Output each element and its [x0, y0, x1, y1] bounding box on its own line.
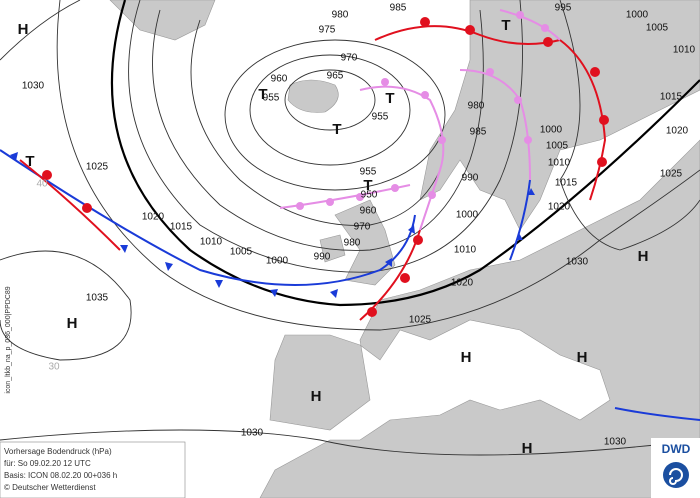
dwd-logo: DWD — [651, 438, 700, 498]
isobar-label: 1005 — [546, 141, 569, 152]
isobar-label: 1015 — [660, 92, 683, 103]
isobar-label: 1000 — [456, 210, 479, 221]
high-pressure-label: H — [522, 440, 533, 457]
low-pressure-label: T — [501, 17, 510, 34]
high-pressure-label: H — [638, 248, 649, 265]
isobar-label: 1030 — [241, 428, 264, 439]
isobar-label: 1025 — [409, 315, 432, 326]
high-pressure-label: H — [67, 315, 78, 332]
land — [109, 0, 700, 498]
isobar-label: 1030 — [566, 257, 589, 268]
isobar-label: 965 — [327, 71, 344, 82]
info-line: Vorhersage Bodendruck (hPa) — [4, 447, 112, 456]
isobar-label: 980 — [468, 101, 485, 112]
low-pressure-label: T — [385, 90, 394, 107]
isobar-label: 960 — [360, 206, 377, 217]
isobar-label: 1005 — [646, 23, 669, 34]
isobar-label: 970 — [341, 53, 358, 64]
isobar-label: 955 — [360, 167, 377, 178]
isobar-label: 1020 — [142, 212, 165, 223]
low-pressure-label: T — [258, 86, 267, 103]
isobar-label: 1020 — [548, 202, 571, 213]
isobar-label: 985 — [470, 127, 487, 138]
logo-text: DWD — [662, 442, 691, 456]
isobar-label: 980 — [332, 10, 349, 21]
isobar-label: 995 — [555, 3, 572, 14]
isobar-label: 980 — [344, 238, 361, 249]
isobar-label: 1015 — [170, 222, 193, 233]
isobar-label: 990 — [314, 252, 331, 263]
isobar-label: 960 — [271, 74, 288, 85]
high-pressure-label: H — [311, 388, 322, 405]
isobar-label: 1035 — [86, 293, 109, 304]
isobar-label: 955 — [263, 93, 280, 104]
isobar-label: 1000 — [626, 10, 649, 21]
latitude-label: 40 — [36, 179, 48, 190]
side-text: icon_ltkb_na_p_036_000|PPDC89 — [5, 286, 12, 393]
low-pressure-label: T — [332, 121, 341, 138]
isobar-label: 985 — [390, 3, 407, 14]
low-pressure-label: T — [363, 177, 372, 194]
isobar-label: 1005 — [230, 247, 253, 258]
isobar-label: 975 — [319, 25, 336, 36]
info-line: © Deutscher Wetterdienst — [4, 483, 96, 492]
info-line: für: So 09.02.20 12 UTC — [4, 459, 91, 468]
info-line: Basis: ICON 08.02.20 00+036 h — [4, 471, 117, 480]
isobar-label: 990 — [462, 173, 479, 184]
isobar-label: 1025 — [660, 169, 683, 180]
isobar-label: 1025 — [86, 162, 109, 173]
isobar-label: 955 — [372, 112, 389, 123]
isobar-label: 1010 — [200, 237, 223, 248]
isobar-label: 1000 — [266, 256, 289, 267]
isobar-label: 1010 — [673, 45, 696, 56]
isobar-label: 1030 — [604, 437, 627, 448]
isobar-label: 1010 — [548, 158, 571, 169]
high-pressure-label: H — [577, 349, 588, 366]
high-pressure-label: H — [461, 349, 472, 366]
isobar-label: 1000 — [540, 125, 563, 136]
fronts — [0, 9, 700, 421]
info-box: Vorhersage Bodendruck (hPa) für: So 09.02… — [0, 441, 186, 498]
latitude-label: 30 — [48, 362, 60, 373]
low-pressure-label: T — [25, 153, 34, 170]
isobar-label: 1030 — [22, 81, 45, 92]
isobar-label: 1015 — [555, 178, 578, 189]
isobar-label: 950 — [361, 190, 378, 201]
isobar-label: 1020 — [666, 126, 689, 137]
isobar-label: 1020 — [451, 278, 474, 289]
isobar-label: 970 — [354, 222, 371, 233]
isobar-label: 1010 — [454, 245, 477, 256]
high-pressure-label: H — [18, 21, 29, 38]
